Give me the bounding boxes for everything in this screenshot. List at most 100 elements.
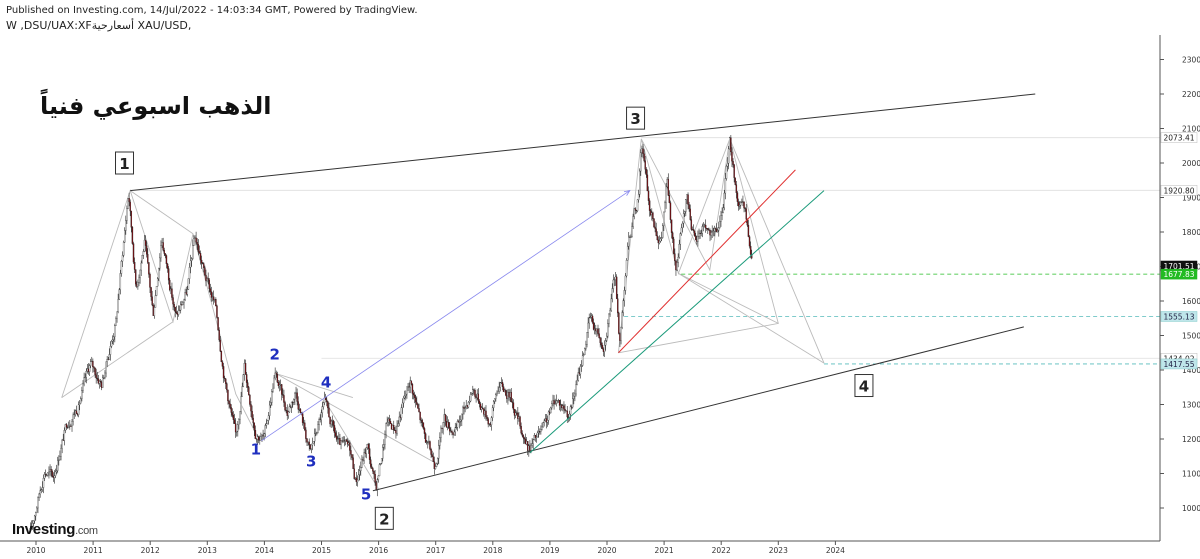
candle-body xyxy=(535,436,538,438)
candle-body xyxy=(210,291,213,298)
candle-body xyxy=(528,445,530,451)
candle-body xyxy=(646,174,649,192)
candle-body xyxy=(337,438,339,440)
candle-body xyxy=(703,224,706,226)
candle-body xyxy=(69,425,71,427)
candle-body xyxy=(710,232,712,236)
candle-body xyxy=(532,439,534,444)
candle-body xyxy=(451,430,453,433)
candle-body xyxy=(209,288,212,292)
candle-body xyxy=(565,410,567,412)
x-tick-label: 2016 xyxy=(369,546,388,555)
candle-body xyxy=(603,345,606,352)
candle-body xyxy=(369,459,372,467)
candle-body xyxy=(44,474,47,476)
candle-body xyxy=(271,391,273,403)
candle-body xyxy=(262,435,264,437)
candle-body xyxy=(122,242,125,256)
candle-body xyxy=(173,303,175,308)
candle-body xyxy=(62,439,64,441)
candle-body xyxy=(557,400,560,401)
candle-body xyxy=(49,469,51,472)
candle-body xyxy=(704,224,707,229)
wave-box-text: 3 xyxy=(630,110,640,128)
candle-body xyxy=(611,288,613,300)
candle-body xyxy=(686,194,688,200)
candle-body xyxy=(636,199,639,211)
candle-body xyxy=(401,402,404,408)
candle-body xyxy=(625,260,628,277)
candle-body xyxy=(674,253,676,262)
candle-body xyxy=(268,404,271,416)
y-tick-label: 1200.00 xyxy=(1182,435,1200,444)
candle-body xyxy=(604,340,607,346)
candle-body xyxy=(290,402,293,408)
candle-body xyxy=(680,227,683,234)
candle-body xyxy=(217,317,219,331)
candle-body xyxy=(494,398,496,402)
candle-body xyxy=(512,402,515,410)
candle-body xyxy=(33,515,36,522)
candle-body xyxy=(205,274,207,281)
candle-body xyxy=(194,237,196,239)
candle-body xyxy=(620,327,622,341)
candle-body xyxy=(484,410,486,415)
candle-body xyxy=(435,463,438,467)
candle-body xyxy=(712,230,714,232)
candle-body xyxy=(450,430,452,432)
candle-body xyxy=(558,400,561,406)
candle-body xyxy=(117,299,119,313)
candle-body xyxy=(221,361,224,367)
candle-body xyxy=(469,394,472,402)
candle-body xyxy=(301,413,304,423)
candle-body xyxy=(181,304,183,306)
candle-body xyxy=(171,288,173,298)
candle-body xyxy=(42,478,45,488)
candle-body xyxy=(236,430,238,433)
candle-body xyxy=(398,416,400,424)
candle-body xyxy=(540,429,542,432)
wave-box xyxy=(854,374,874,398)
candle-body xyxy=(351,454,353,458)
y-tick-label: 1000.00 xyxy=(1182,504,1200,513)
candle-body xyxy=(75,410,78,414)
candle-body xyxy=(340,440,342,445)
candle-body xyxy=(374,473,376,483)
investing-logo[interactable]: Investing.com xyxy=(12,521,98,538)
projection-arrow-line xyxy=(261,190,631,442)
candle-body xyxy=(642,148,644,154)
candle-body xyxy=(496,392,498,395)
candle-body xyxy=(260,436,262,441)
candle-body xyxy=(373,471,375,475)
candle-body xyxy=(506,394,508,399)
candle-body xyxy=(665,186,667,203)
harmonic-pattern-line xyxy=(275,373,436,464)
candle-body xyxy=(580,365,583,367)
candle-body xyxy=(94,367,96,375)
candle-body xyxy=(331,420,333,422)
candle-body xyxy=(296,392,298,402)
candle-body xyxy=(68,426,70,428)
candle-body xyxy=(82,383,84,391)
candle-body xyxy=(662,225,664,238)
candle-body xyxy=(183,299,185,304)
symbol-header[interactable]: W ,DSU/UAX:XFأسعارحية XAU/USD, xyxy=(6,19,192,32)
price-label-text: 1677.83 xyxy=(1163,270,1194,279)
candle-body xyxy=(430,449,432,455)
price-label-text: 1701.51 xyxy=(1163,262,1194,271)
candle-body xyxy=(65,424,68,428)
candle-body xyxy=(508,392,510,398)
candle-body xyxy=(297,401,299,410)
candle-body xyxy=(630,236,632,238)
candle-body xyxy=(589,317,592,319)
candle-body xyxy=(267,415,270,421)
x-tick-label: 2017 xyxy=(426,546,445,555)
candle-body xyxy=(153,307,156,316)
candle-body xyxy=(196,242,198,245)
candle-body xyxy=(643,153,645,161)
candle-body xyxy=(407,386,409,388)
candle-body xyxy=(441,427,443,429)
candle-body xyxy=(126,208,128,221)
candle-body xyxy=(37,497,39,509)
